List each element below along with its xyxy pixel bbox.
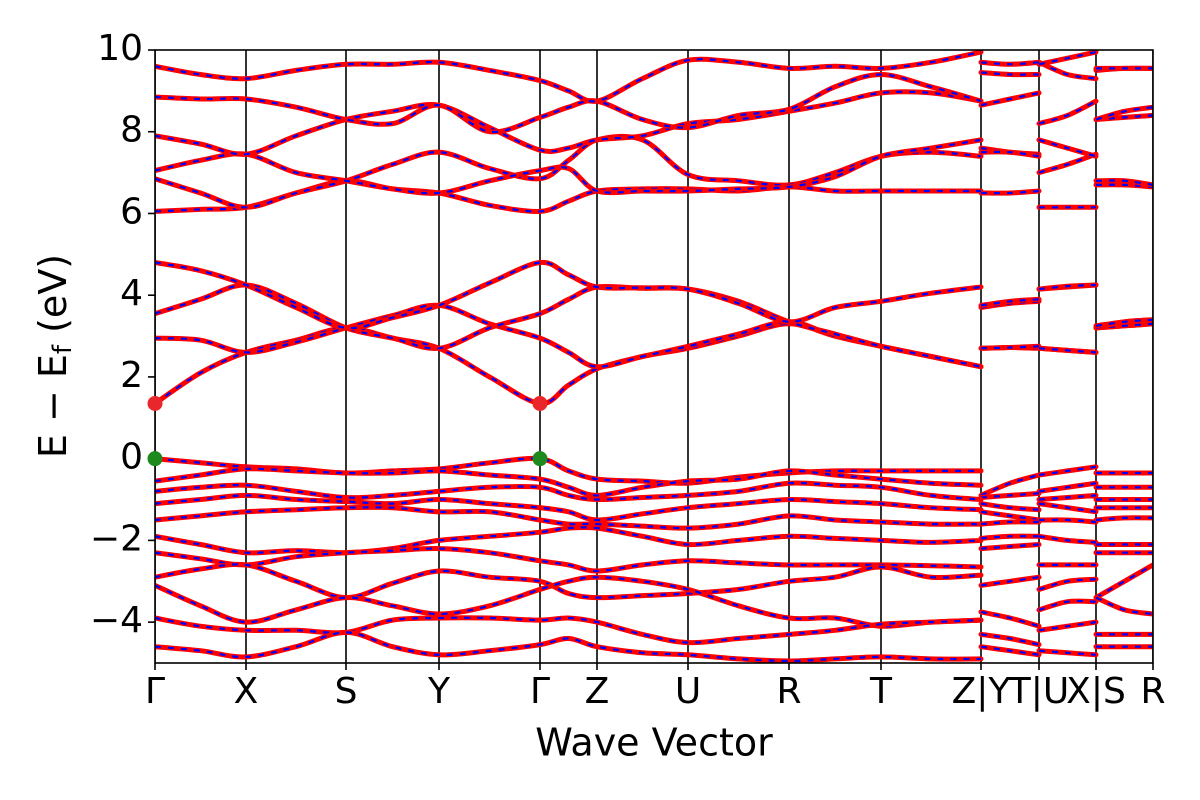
band-line-overlay	[155, 457, 1153, 497]
x-tick-label: Γ	[145, 671, 165, 712]
y-tick-label: 4	[120, 273, 143, 314]
y-tick-label: 10	[97, 28, 143, 69]
x-tick-label: X	[234, 671, 259, 712]
plot-area	[155, 50, 1153, 663]
x-tick-label: Y	[427, 671, 451, 712]
x-axis-label: Wave Vector	[535, 721, 773, 765]
extremum-point	[147, 395, 163, 411]
y-label-sub: f	[48, 344, 78, 354]
band-line-overlay	[155, 304, 1153, 368]
band-line	[155, 178, 1153, 214]
band-line-overlay	[155, 50, 1153, 103]
band-line	[155, 112, 1153, 196]
extremum-point	[532, 451, 548, 467]
x-tick-label: U	[675, 671, 701, 712]
y-tick-label: 0	[120, 437, 143, 478]
band-line	[155, 133, 1153, 210]
band-line	[155, 455, 1153, 498]
band-line-overlay	[155, 261, 1153, 330]
band-line-overlay	[155, 506, 1153, 530]
band-line	[155, 615, 1153, 648]
x-tick-label: T|U	[1008, 671, 1069, 712]
y-tick-label: 2	[120, 355, 143, 396]
y-label-main: E − E	[31, 354, 75, 458]
x-tick-label: X|S	[1066, 671, 1126, 712]
y-tick-label: −4	[90, 600, 143, 641]
band-line-overlay	[155, 616, 1153, 646]
extremum-point	[532, 395, 548, 411]
x-tick-label: R	[776, 671, 801, 712]
x-tick-label: T	[869, 671, 893, 712]
x-tick-label: Z|Y	[952, 671, 1012, 712]
x-tick-label: Z	[585, 671, 610, 712]
x-tick-label: S	[335, 671, 358, 712]
y-label-unit: (eV)	[31, 254, 75, 345]
band-line	[155, 259, 1153, 331]
band-line	[155, 50, 1153, 104]
y-tick-label: 6	[120, 191, 143, 232]
y-tick-label: −2	[90, 518, 143, 559]
band-line-overlay	[155, 576, 1153, 628]
y-axis-label: E − Ef (eV)	[31, 254, 78, 458]
band-line-overlay	[155, 563, 1153, 599]
band-line-overlay	[155, 631, 1153, 663]
band-line	[155, 321, 1153, 407]
band-line-overlay	[155, 543, 1153, 573]
band-line-overlay	[155, 179, 1153, 213]
x-tick-label: R	[1140, 671, 1165, 712]
band-line-overlay	[155, 526, 1153, 554]
band-line-overlay	[155, 467, 1153, 499]
band-line-overlay	[155, 114, 1153, 195]
band-line-overlay	[155, 481, 1153, 511]
band-line-overlay	[155, 494, 1153, 522]
band-line-overlay	[155, 61, 1153, 133]
x-tick-label: Γ	[530, 671, 550, 712]
y-tick-label: 8	[120, 110, 143, 151]
plot-frame	[154, 49, 1154, 664]
band-line-overlay	[155, 90, 1153, 156]
extremum-point	[147, 451, 163, 467]
